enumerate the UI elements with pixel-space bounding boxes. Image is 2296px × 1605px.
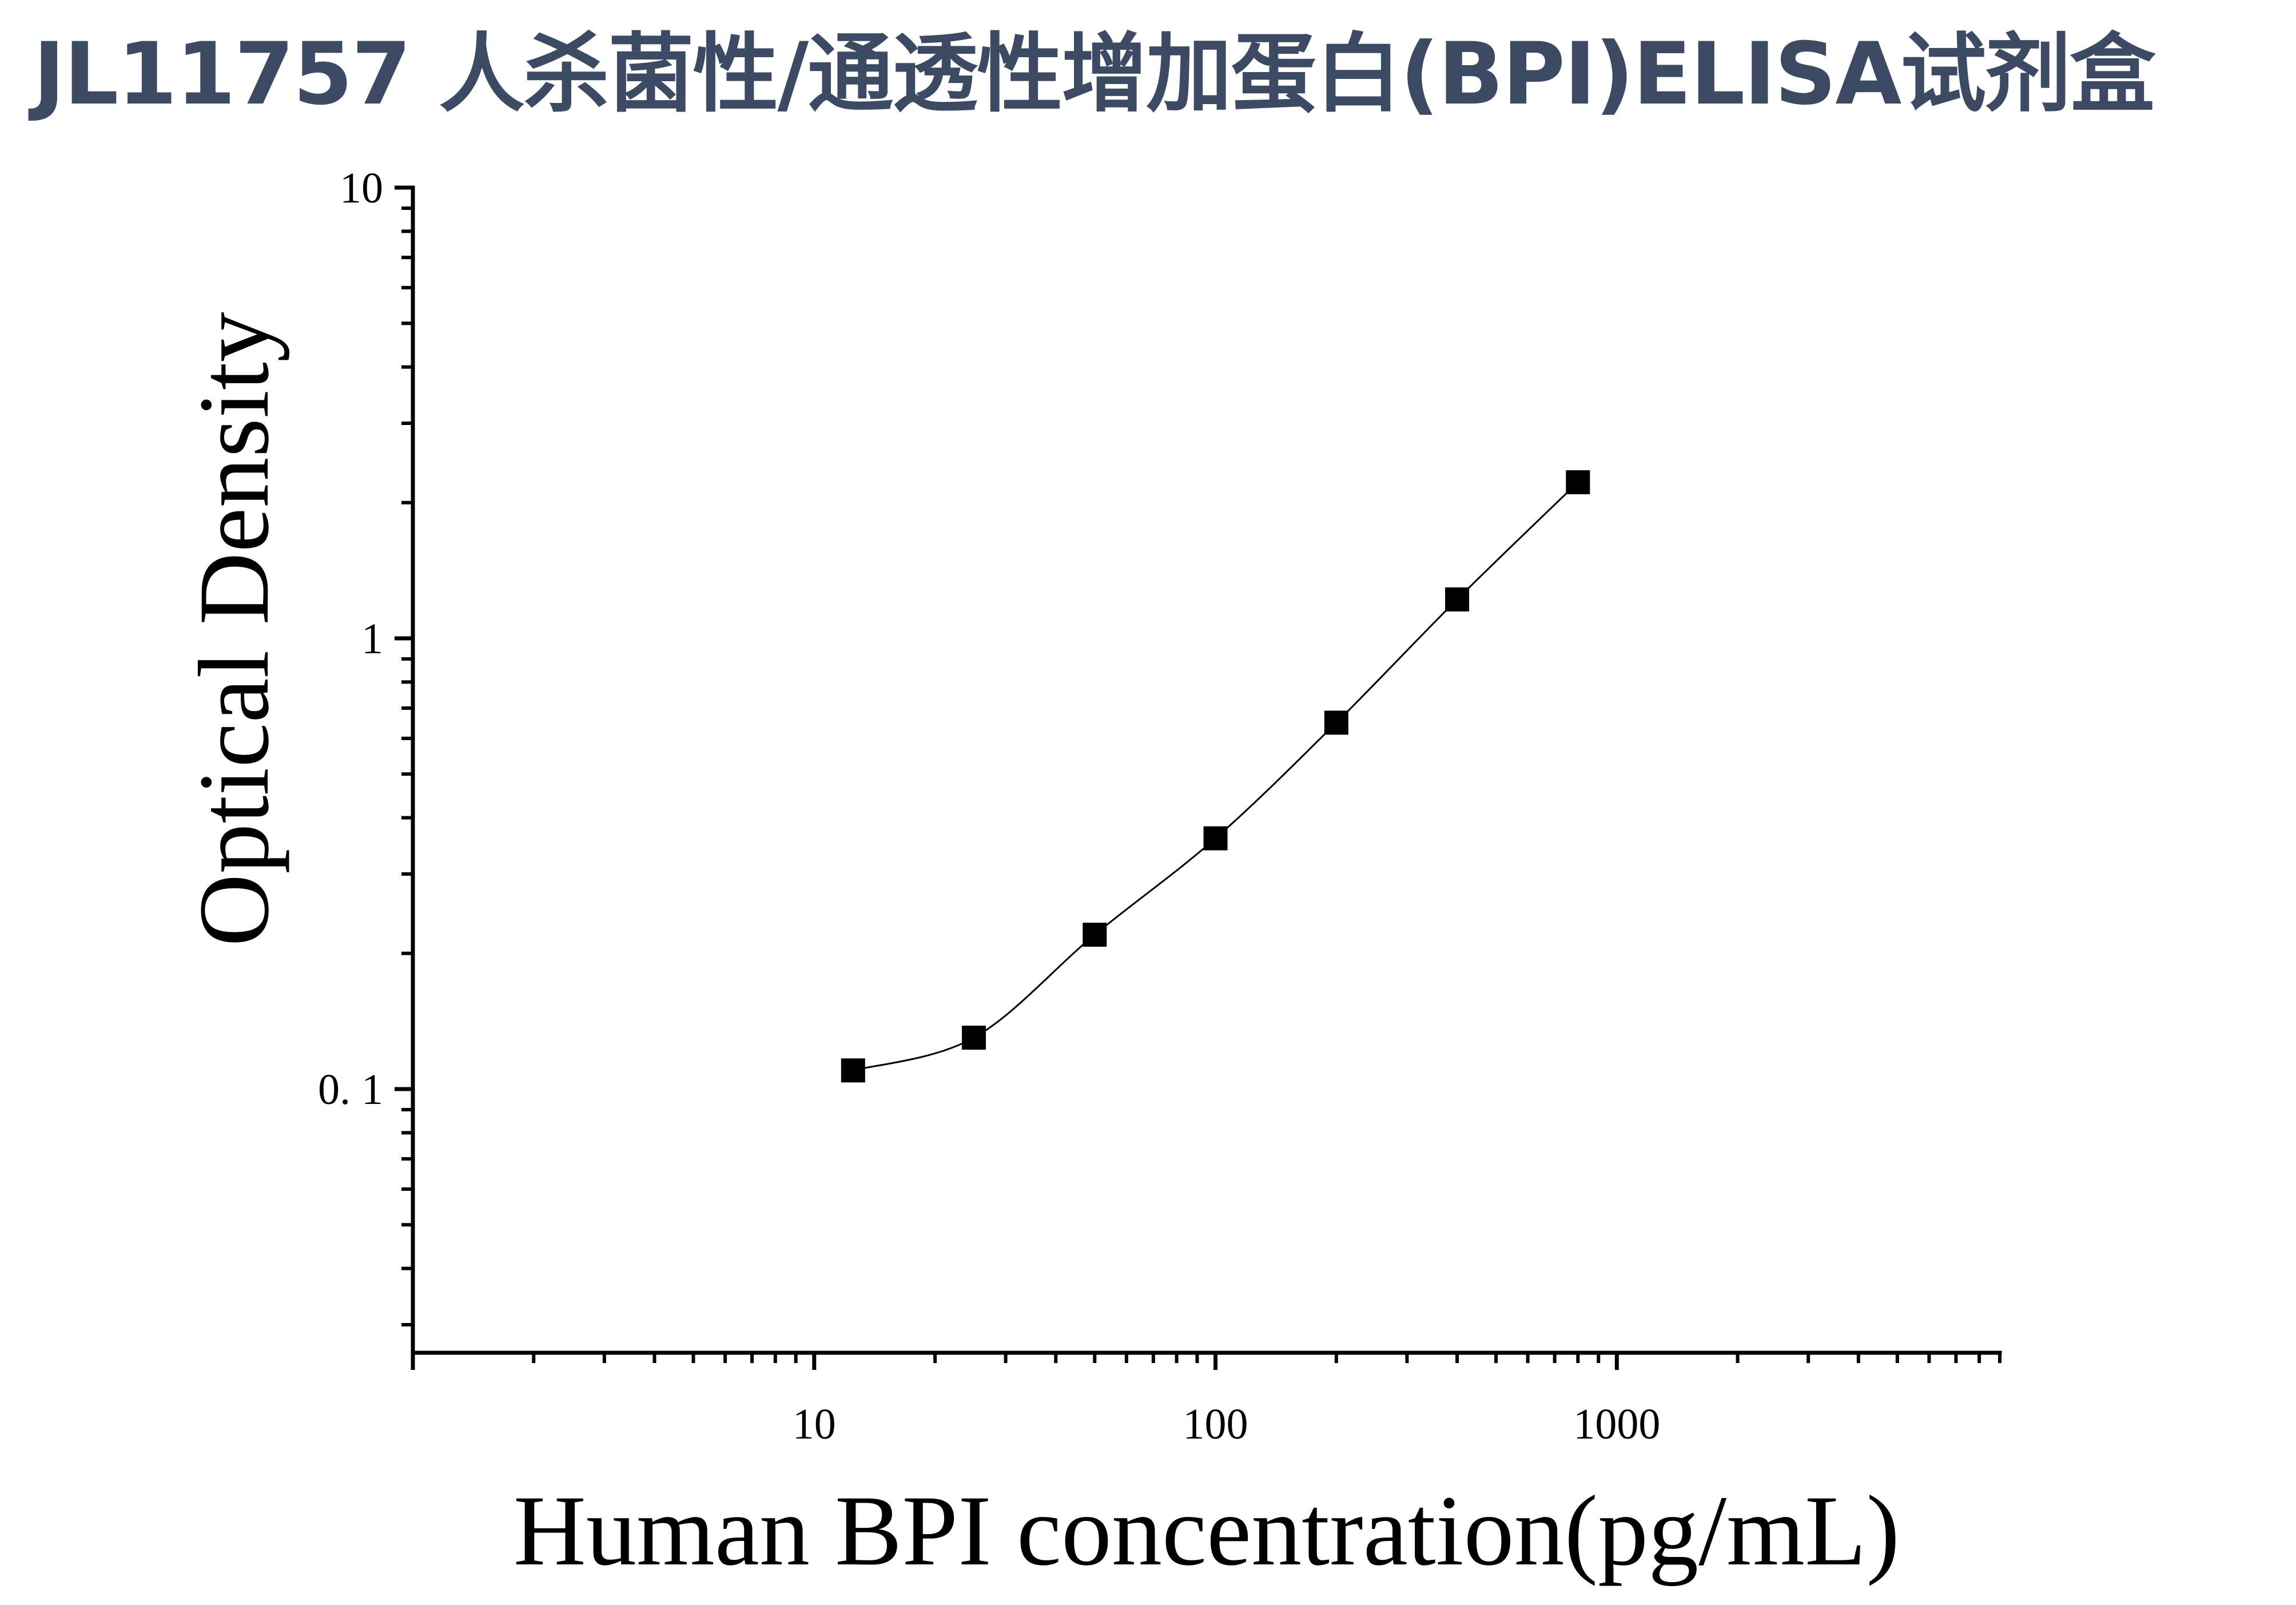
data-point <box>1566 470 1590 495</box>
data-point <box>962 1026 986 1050</box>
data-point <box>1445 587 1470 611</box>
y-tick-label: 1 <box>361 615 383 663</box>
plot-tick-labels: 10 100 1000 0. 1 1 10 <box>318 164 1660 1448</box>
data-point <box>1083 923 1107 947</box>
x-tick-label: 10 <box>793 1400 836 1448</box>
plot-ticks <box>395 185 2001 1370</box>
data-point <box>1203 826 1228 851</box>
page-title: JL11757 人杀菌性/通透性增加蛋白(BPI)ELISA试剂盒 <box>33 25 2155 124</box>
y-axis-label: Optical Density <box>178 312 290 947</box>
data-point <box>841 1058 865 1083</box>
plot-points <box>841 470 1590 1083</box>
plot-axes <box>411 185 2002 1355</box>
y-tick-label: 10 <box>340 164 383 212</box>
y-tick-label: 0. 1 <box>318 1066 383 1114</box>
x-tick-label: 1000 <box>1573 1400 1660 1448</box>
data-point <box>1324 710 1348 735</box>
plot-fit <box>853 481 1579 1071</box>
fit-curve <box>853 481 1579 1071</box>
x-tick-label: 100 <box>1183 1400 1248 1448</box>
x-axis-label: Human BPI concentration(pg/mL) <box>514 1475 1900 1587</box>
